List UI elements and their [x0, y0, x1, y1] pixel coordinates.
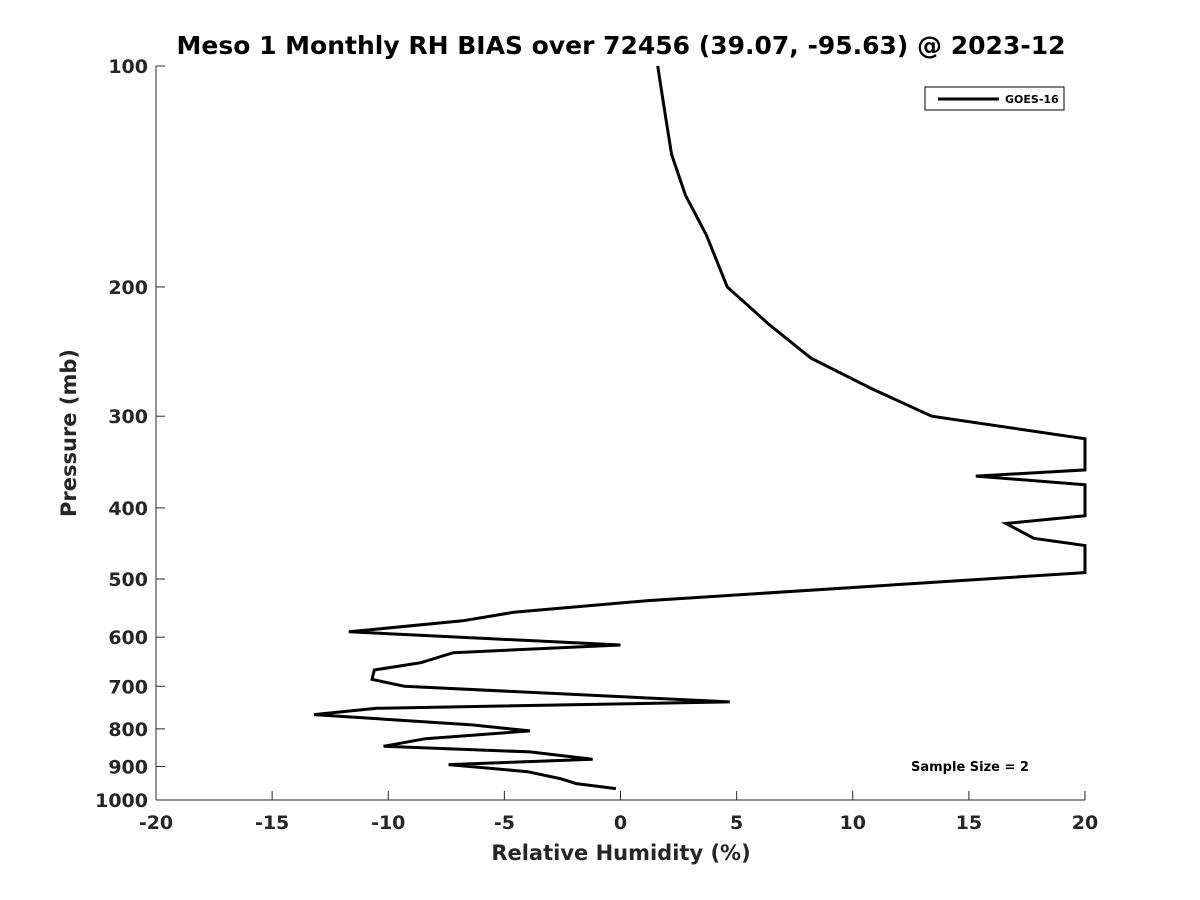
- x-axis-label: Relative Humidity (%): [491, 841, 750, 865]
- sample-size-annotation: Sample Size = 2: [911, 760, 1029, 775]
- x-tick-label: -5: [494, 812, 515, 834]
- y-tick-label: 500: [108, 569, 148, 591]
- y-tick-label: 900: [108, 756, 148, 778]
- y-tick-label: 400: [108, 498, 148, 520]
- y-tick-label: 700: [108, 676, 148, 698]
- series-layer: [313, 65, 1087, 791]
- x-ticks: -20 -15 -10 -5 0 5 10 15 20: [139, 791, 1098, 834]
- legend-label-goes16: GOES-16: [1005, 93, 1059, 106]
- y-tick-label: 800: [108, 719, 148, 741]
- y-axis-label: Pressure (mb): [57, 349, 81, 517]
- y-tick-label: 100: [108, 56, 148, 78]
- y-tick-label: 200: [108, 277, 148, 299]
- x-tick-label: -20: [139, 812, 173, 834]
- x-tick-label: 20: [1072, 812, 1098, 834]
- y-tick-label: 600: [108, 627, 148, 649]
- legend: GOES-16: [924, 86, 1065, 111]
- series-line-goes16: [313, 65, 1087, 791]
- x-tick-label: 0: [614, 812, 627, 834]
- y-tick-label: 300: [108, 406, 148, 428]
- x-tick-label: 10: [840, 812, 866, 834]
- y-tick-label: 1000: [95, 790, 148, 812]
- x-tick-label: 5: [730, 812, 743, 834]
- x-tick-label: -15: [255, 812, 289, 834]
- y-ticks: 100 200 300 400 500 600 700 800 900 1000: [95, 56, 165, 812]
- chart-title: Meso 1 Monthly RH BIAS over 72456 (39.07…: [176, 31, 1065, 60]
- x-tick-label: -10: [371, 812, 405, 834]
- x-tick-label: 15: [956, 812, 982, 834]
